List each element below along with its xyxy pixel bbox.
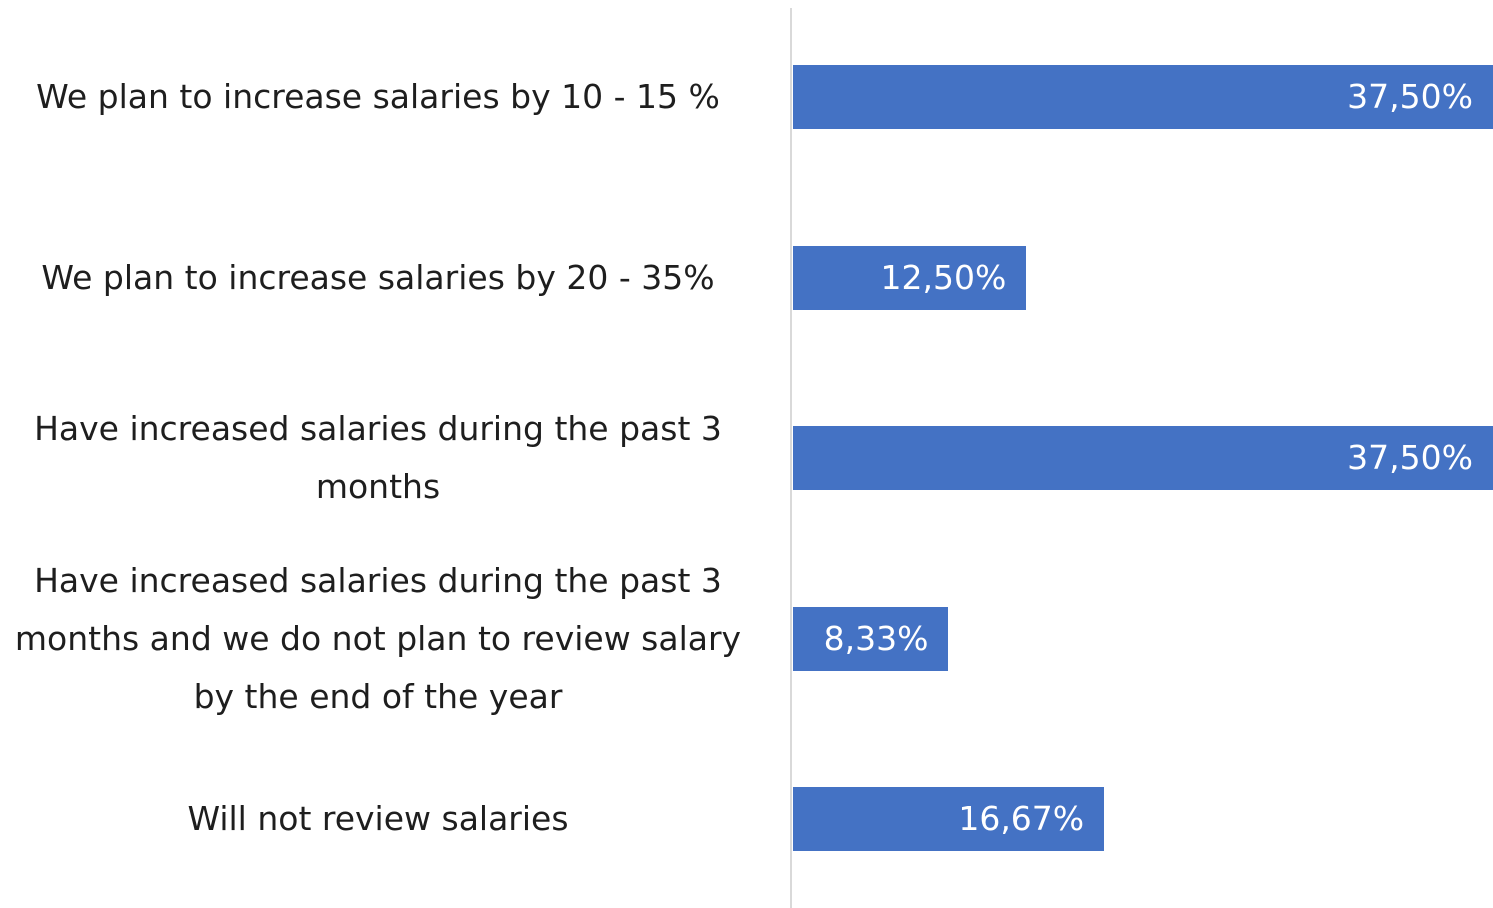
bar (793, 65, 1493, 130)
category-label: We plan to increase salaries by 20 - 35% (41, 257, 715, 297)
category-label: Have increased salaries during the past … (34, 409, 722, 507)
category-label: Have increased salaries during the past … (14, 560, 742, 716)
category-axis-line (790, 8, 792, 908)
category-label: Will not review salaries (187, 799, 569, 839)
value-label: 37,50% (1347, 77, 1473, 117)
category-label: We plan to increase salaries by 10 - 15 … (36, 77, 720, 117)
bar (793, 245, 1027, 310)
value-label: 8,33% (823, 618, 929, 658)
bar (793, 426, 1493, 491)
bar (793, 787, 1105, 852)
value-label: 12,50% (880, 257, 1007, 297)
value-label: 37,50% (1347, 438, 1473, 478)
value-label: 16,67% (958, 799, 1085, 839)
bar (793, 606, 949, 671)
